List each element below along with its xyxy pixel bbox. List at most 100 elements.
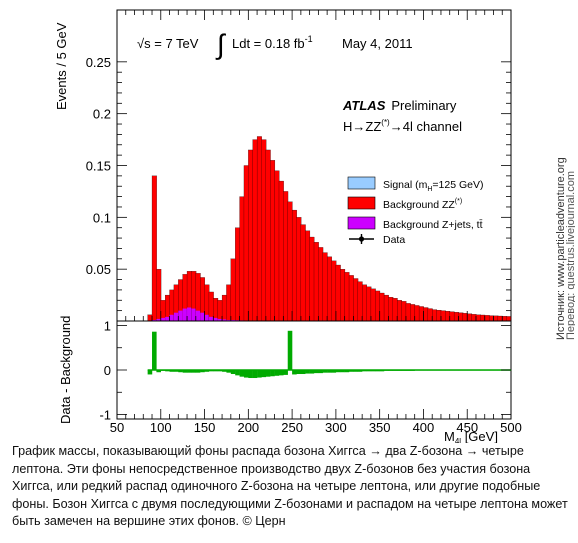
zz-bar — [221, 294, 227, 322]
energy-annotation: √s = 7 TeV — [137, 36, 199, 51]
residual-bar — [204, 370, 210, 372]
residual-bar — [283, 370, 288, 375]
residual-bar — [405, 370, 411, 371]
zz-bar — [208, 291, 214, 322]
zz-bar — [322, 252, 328, 322]
residual-bar — [182, 370, 188, 373]
zz-bar — [270, 160, 276, 322]
residual-bar — [419, 370, 424, 371]
zz-bar — [488, 315, 494, 322]
main-x-axis-ticks — [116, 10, 512, 321]
main-histogram — [147, 136, 512, 322]
residual-bar — [489, 370, 494, 371]
zz-bar — [327, 256, 332, 322]
zjets-bar — [152, 319, 157, 321]
integral-symbol: ∫ — [215, 29, 227, 60]
zz-bar — [440, 310, 446, 322]
residual-bar — [309, 370, 315, 374]
residual-bar — [274, 370, 280, 376]
zz-bar — [502, 316, 508, 322]
x-tick-label: 400 — [413, 420, 435, 435]
legend-label-zz: Background ZZ(*) — [383, 198, 462, 211]
residual-bar — [222, 370, 227, 372]
residual-bar — [384, 370, 389, 371]
zjets-bar — [213, 317, 218, 321]
x-tick-label: 350 — [369, 420, 391, 435]
residual-bar — [379, 370, 385, 372]
zz-bar — [484, 315, 490, 322]
residual-bar — [178, 370, 183, 373]
zz-bar — [366, 286, 372, 322]
zz-bar — [449, 311, 455, 322]
ratio-y-tick-label: 0 — [104, 363, 111, 378]
zjets-bar — [182, 308, 188, 321]
zz-bar — [423, 307, 429, 322]
residual-bar — [217, 370, 223, 372]
main-y-axis: 0.05 0.1 0.15 0.2 0.25 — [86, 55, 511, 322]
zz-bar — [291, 209, 297, 322]
zz-bar — [344, 272, 350, 322]
zz-bar — [300, 224, 306, 322]
ratio-y-tick-label: -1 — [99, 408, 111, 423]
residual-bar — [261, 370, 267, 378]
residual-bar — [353, 370, 358, 372]
legend-label-zjets: Background Z+jets, tt̄ — [383, 219, 483, 231]
zjets-bar — [165, 316, 170, 321]
residual-bar — [160, 370, 166, 371]
zjets-bar — [226, 319, 232, 321]
luminosity-annotation: Ldt = 0.18 fb-1 — [232, 34, 313, 51]
zz-bar — [265, 149, 271, 322]
y-tick-label: 0.25 — [86, 55, 111, 70]
zz-bar — [331, 260, 337, 322]
x-tick-label: 250 — [281, 420, 303, 435]
channel-superscript: (*) — [381, 118, 390, 127]
residual-bar — [235, 370, 240, 376]
residual-bar — [152, 331, 157, 370]
atlas-label: ATLAS Preliminary — [342, 98, 457, 113]
residual-bar — [265, 370, 271, 377]
legend-swatch-signal — [347, 176, 376, 190]
main-y-axis-label: Events / 5 GeV — [54, 22, 69, 110]
zz-bar — [432, 309, 438, 322]
zjets-bar — [173, 312, 179, 321]
channel-label: H→ZZ(*)→4l channel — [343, 118, 462, 134]
ratio-panel: -1 0 1 50 100 150 200 250 300 350 400 450 500 Data … — [58, 316, 522, 443]
luminosity-value: Ldt = 0.18 fb — [232, 36, 305, 51]
residual-bar — [318, 370, 323, 374]
zz-bar — [147, 314, 153, 322]
x-tick-label: 100 — [150, 420, 172, 435]
zz-bar — [248, 149, 254, 322]
residual-bar — [449, 370, 455, 371]
zz-bar — [213, 298, 219, 322]
residual-bar — [366, 370, 372, 372]
zjets-bar — [191, 308, 197, 321]
channel-tail: →4l channel — [390, 119, 462, 134]
residual-bar — [432, 370, 437, 371]
zz-bar — [318, 247, 324, 322]
residual-bar — [493, 370, 499, 371]
zz-bar — [309, 236, 315, 322]
zz-bar — [278, 180, 284, 322]
residual-bar — [257, 370, 262, 378]
higgs-mass-chart: 0.05 0.1 0.15 0.2 0.25 Events / 5 GeV √s = 7… — [54, 9, 522, 443]
source-credit-line-2: Перевод: questrus.livejournal.com — [565, 171, 575, 340]
legend-swatch-zjets — [347, 216, 376, 230]
residual-bar — [200, 370, 205, 373]
residual-bar — [480, 370, 485, 371]
residual-bar — [248, 370, 253, 379]
zz-bar — [340, 269, 346, 322]
ratio-y-axis-label: Data - Background — [58, 316, 73, 424]
residual-bar — [414, 370, 420, 371]
residual-bar — [243, 370, 249, 378]
x-tick-label: 500 — [500, 420, 522, 435]
zz-bar — [305, 230, 311, 322]
residual-bar — [427, 370, 433, 371]
zjets-bar — [195, 310, 201, 321]
zz-bar — [475, 314, 481, 322]
residual-bar — [292, 370, 297, 375]
zz-bar — [388, 297, 394, 322]
zjets-bar — [160, 317, 166, 321]
zz-bar — [239, 196, 245, 322]
residual-bar — [397, 370, 402, 371]
residual-bar — [314, 370, 319, 374]
